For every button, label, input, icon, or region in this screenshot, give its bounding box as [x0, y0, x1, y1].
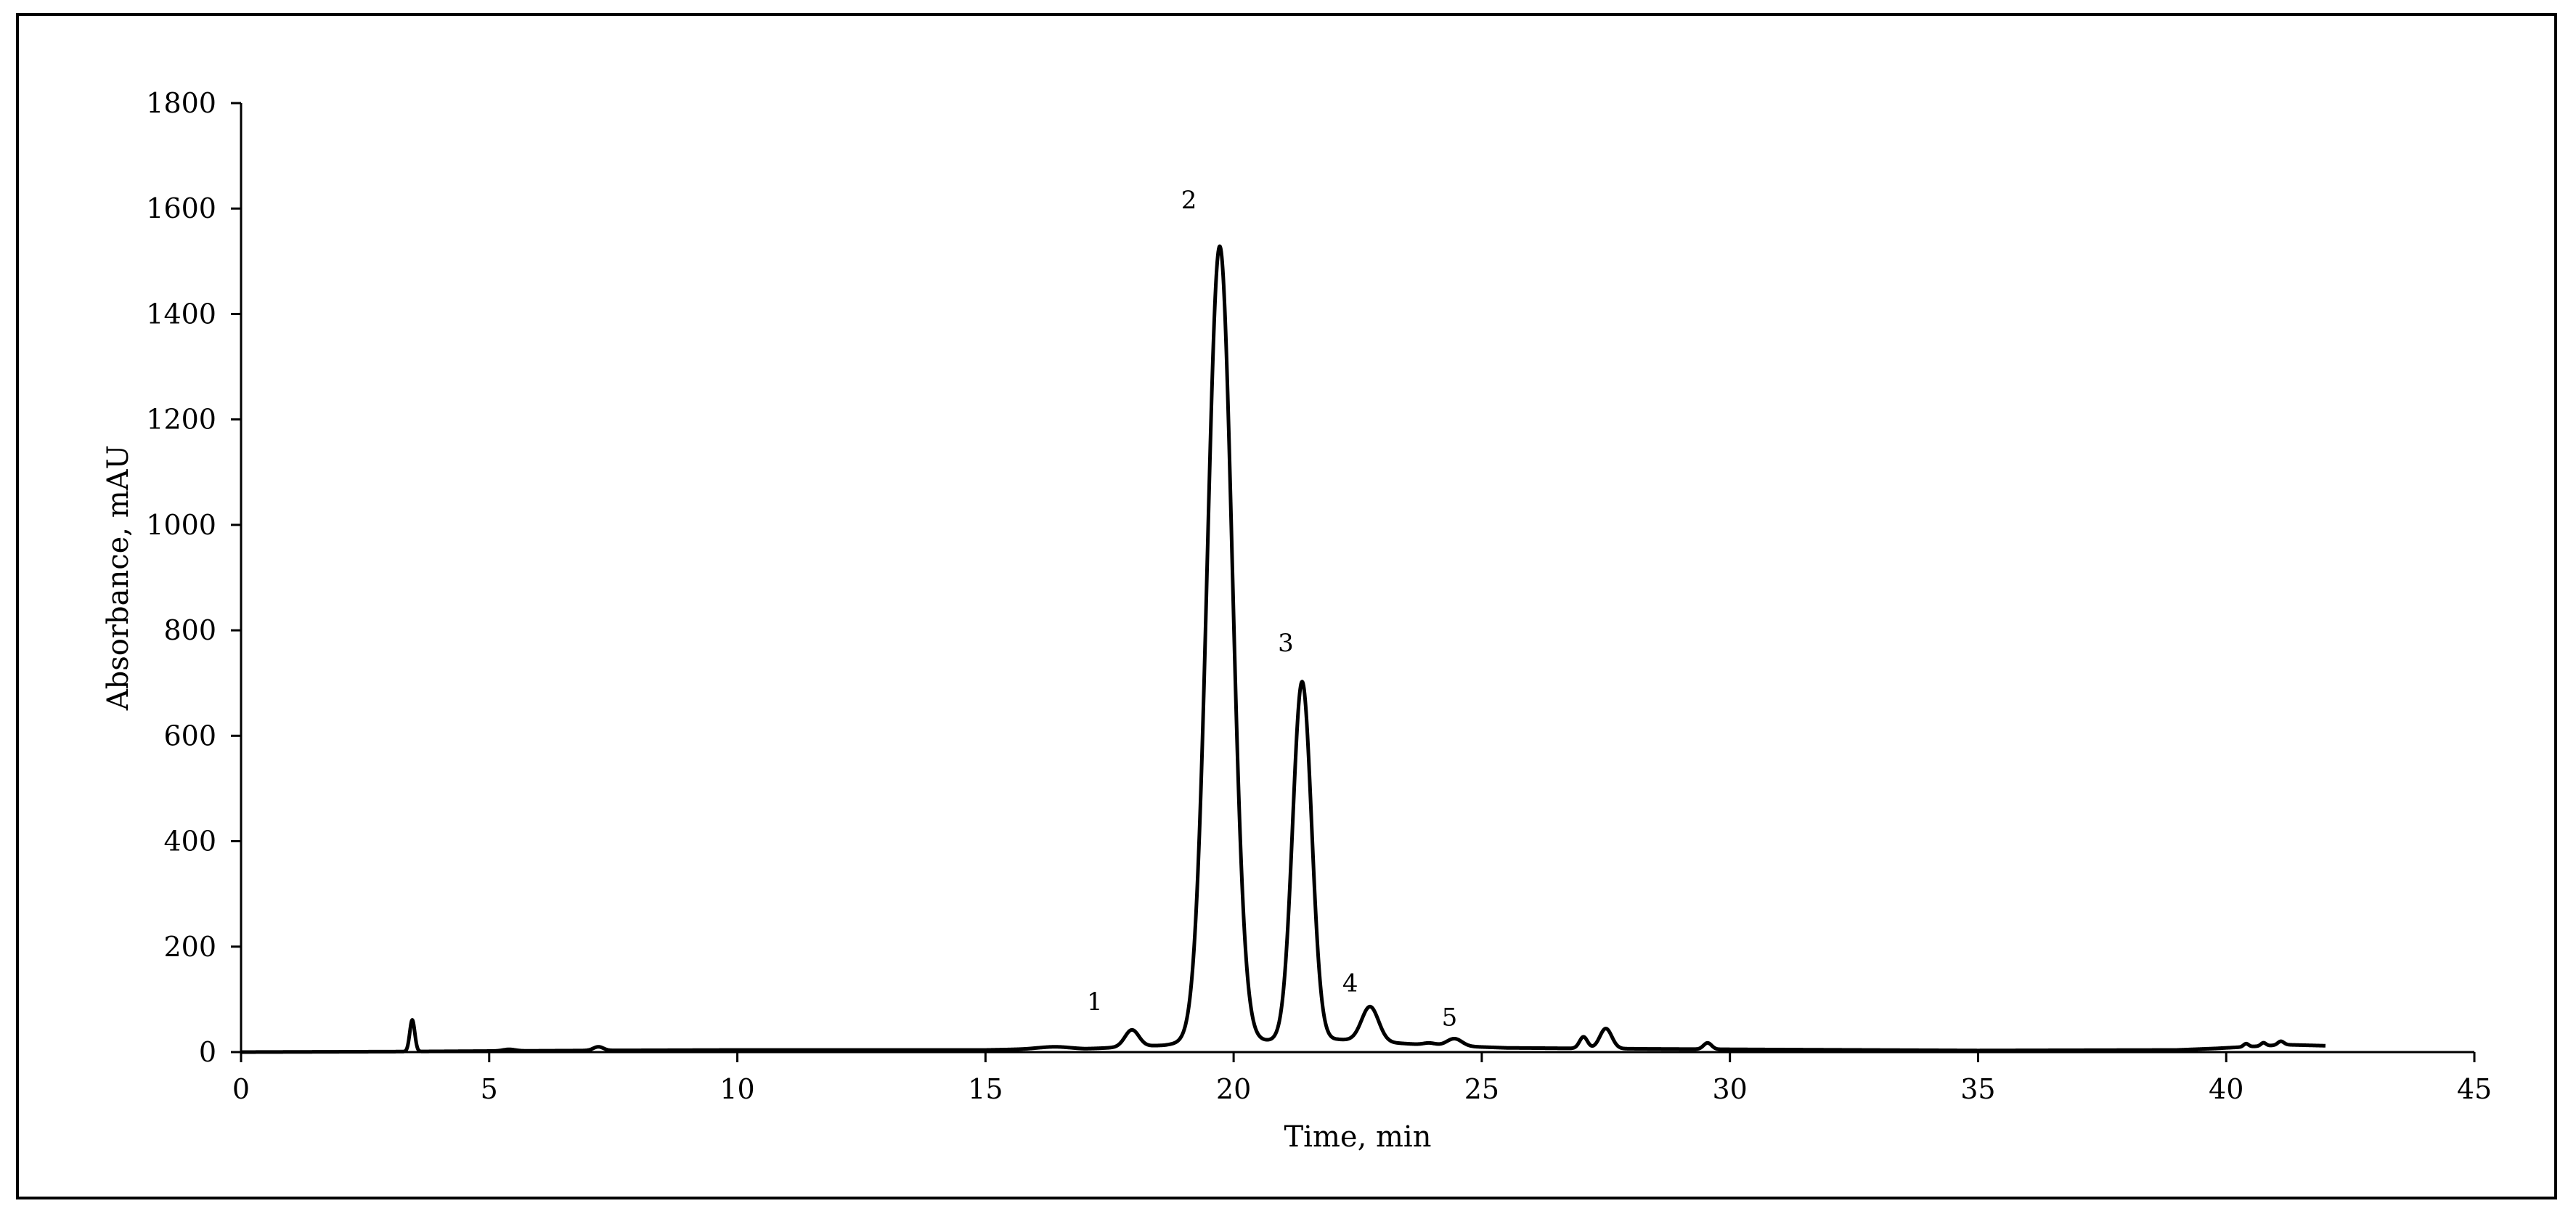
- x-tick-label: 25: [1464, 1073, 1499, 1105]
- peak-label: 2: [1181, 186, 1197, 215]
- y-tick-label: 1200: [146, 404, 216, 436]
- x-axis: 0 5 10 15 20 25 30 35 40 45: [232, 1051, 2492, 1105]
- peak-label: 3: [1278, 629, 1294, 658]
- y-tick-label: 1000: [146, 509, 216, 541]
- y-tick-label: 200: [163, 931, 216, 963]
- chart-frame: [16, 13, 2557, 1199]
- x-tick-label: 5: [481, 1073, 498, 1105]
- series: [240, 244, 2327, 1054]
- y-tick-label: 400: [163, 826, 216, 857]
- x-tick-label: 0: [232, 1073, 250, 1105]
- x-tick-label: 45: [2457, 1073, 2492, 1105]
- y-tick-label: 1800: [146, 87, 216, 119]
- x-tick-label: 40: [2209, 1073, 2243, 1105]
- peak-label: 5: [1442, 1003, 1458, 1032]
- y-tick-label: 0: [199, 1036, 216, 1068]
- x-tick-label: 10: [720, 1073, 754, 1105]
- peak-annotations: 1 2 3 4 5: [1087, 186, 1457, 1032]
- y-tick-label: 1400: [146, 298, 216, 330]
- x-tick-label: 30: [1712, 1073, 1747, 1105]
- peak-label: 4: [1342, 969, 1358, 998]
- x-tick-label: 15: [968, 1073, 1003, 1105]
- y-axis: 0 200 400 600 800 1000 1200 1400 1600 1800: [146, 87, 242, 1068]
- x-axis-label: Time, min: [1284, 1120, 1432, 1154]
- chromatogram-trace: [240, 244, 2327, 1054]
- y-axis-label: Absorbance, mAU: [102, 445, 135, 711]
- y-tick-label: 600: [163, 720, 216, 751]
- x-tick-label: 20: [1216, 1073, 1251, 1105]
- y-tick-label: 1600: [146, 192, 216, 224]
- x-tick-label: 35: [1960, 1073, 1995, 1105]
- y-tick-label: 800: [163, 614, 216, 646]
- peak-label: 1: [1087, 987, 1103, 1017]
